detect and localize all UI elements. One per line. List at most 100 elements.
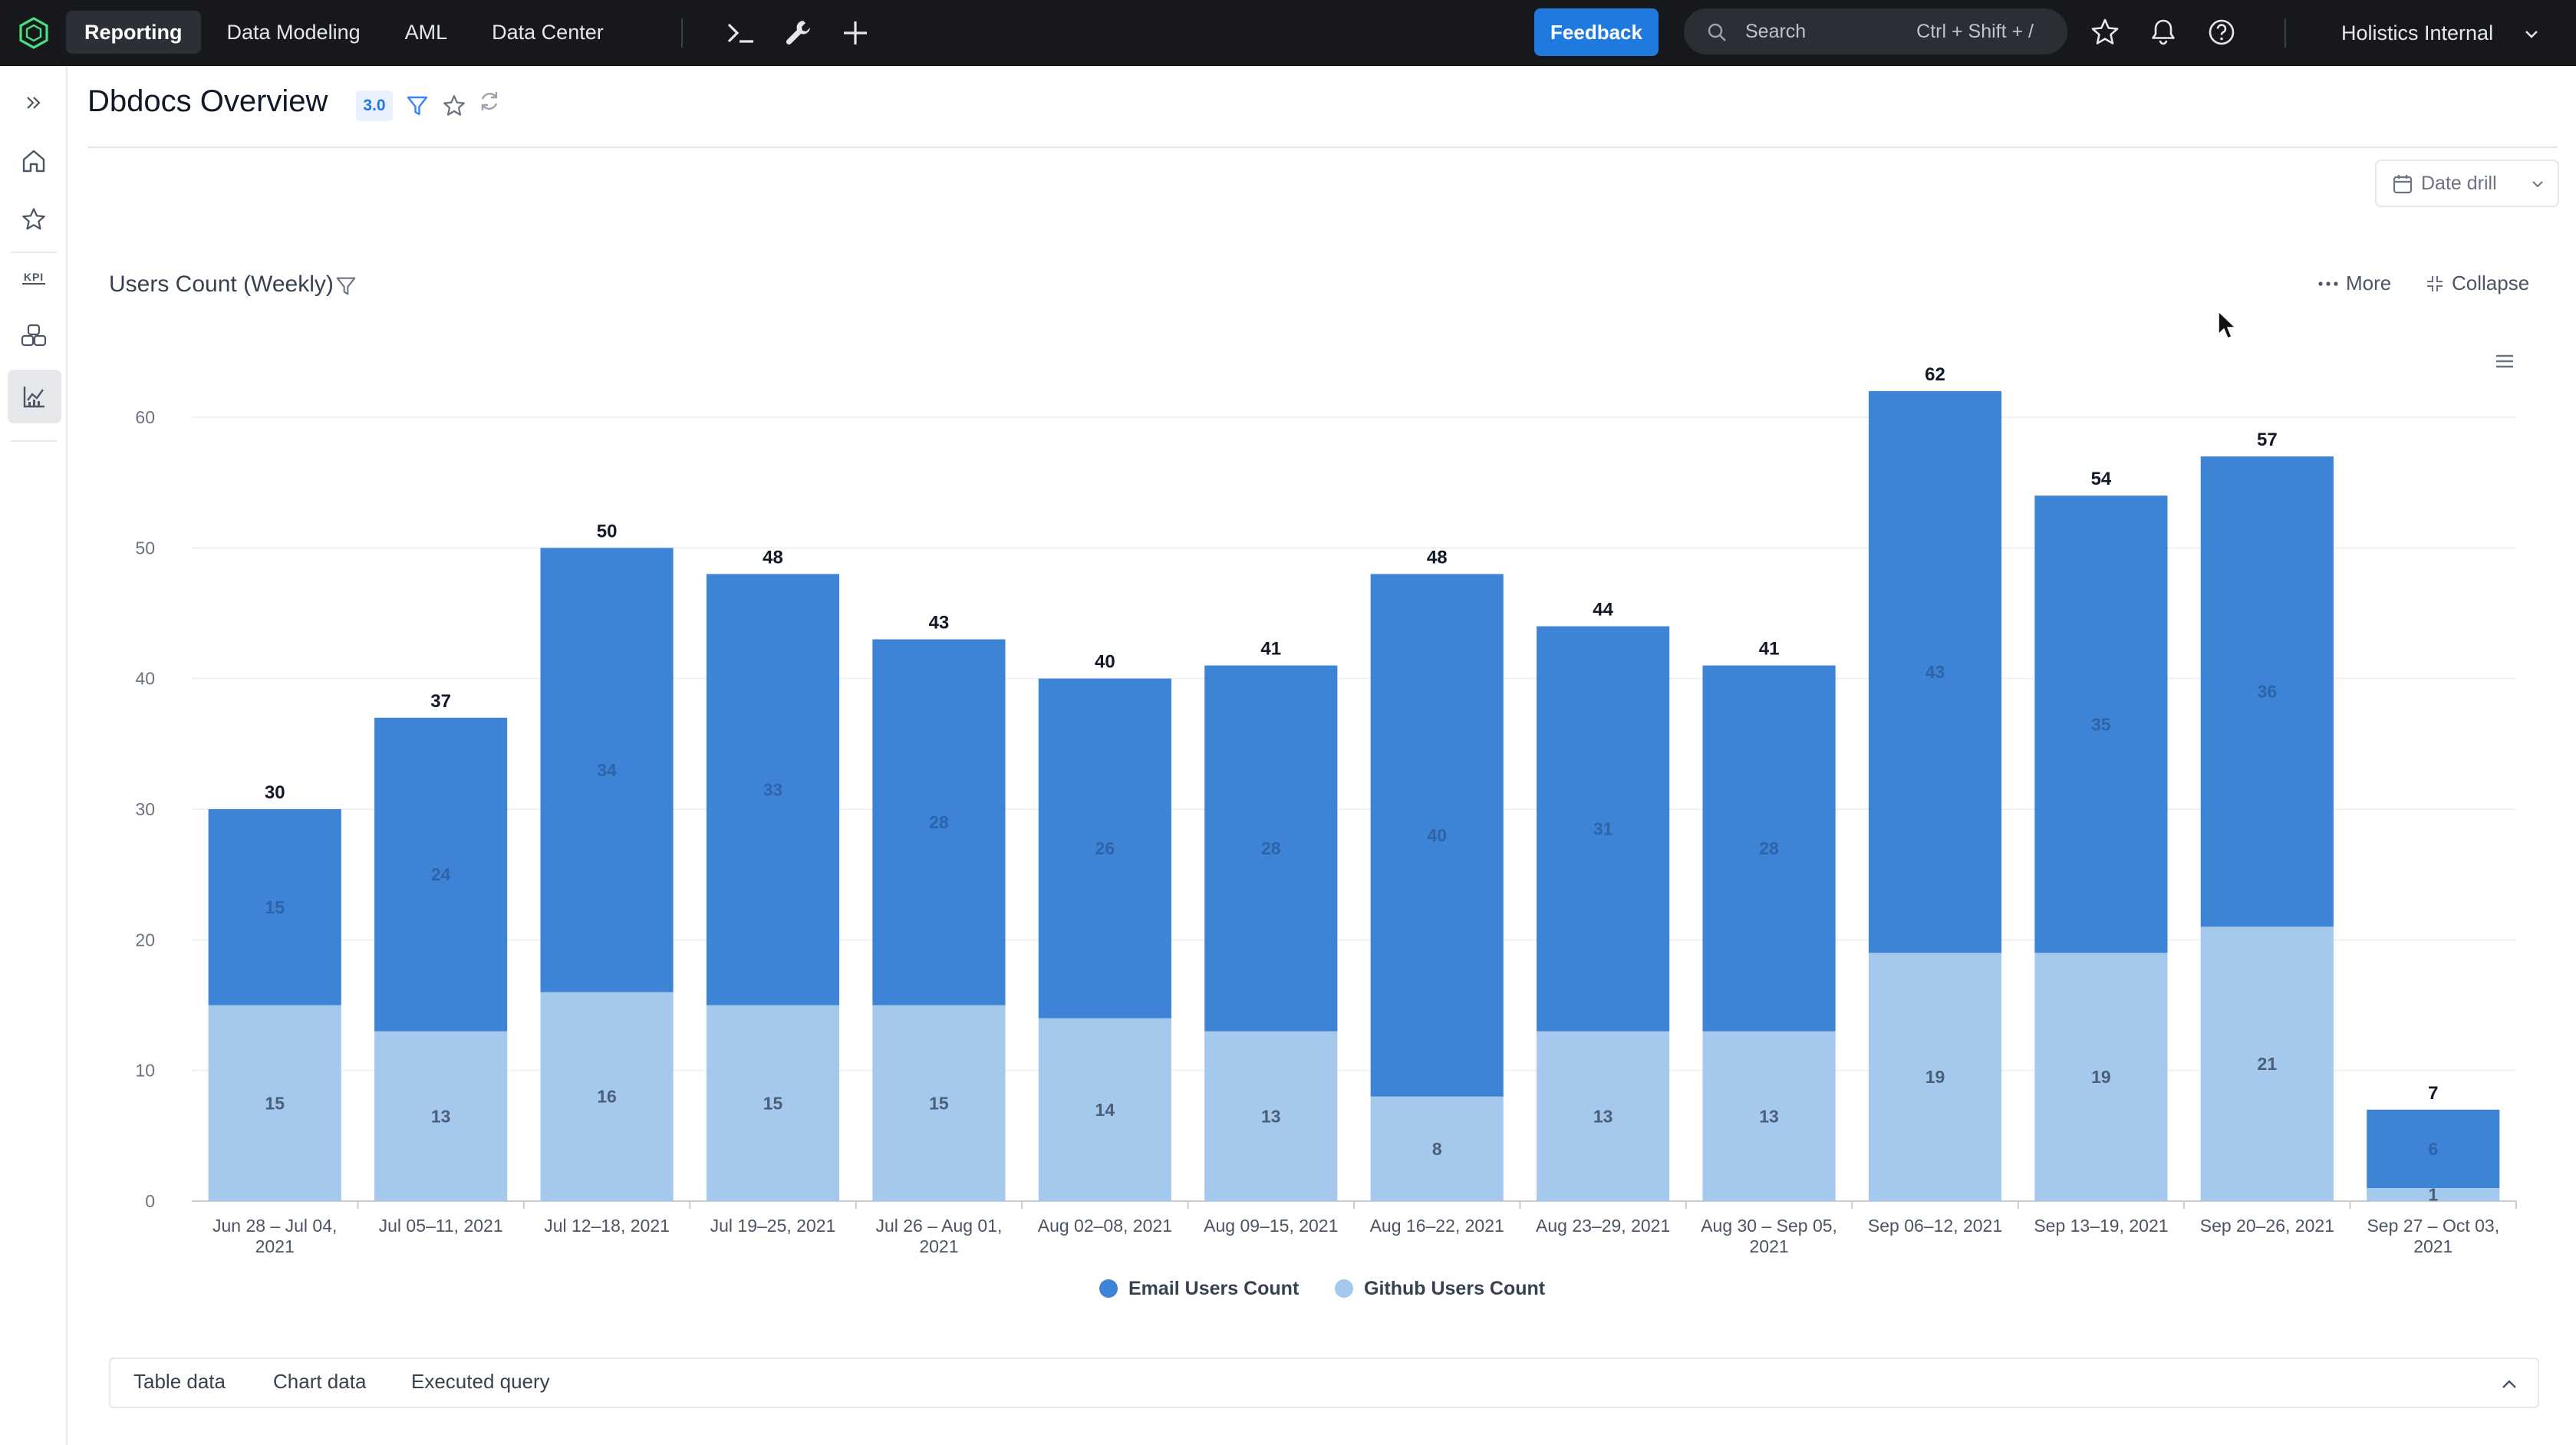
data-label-total: 41: [1759, 639, 1780, 660]
bar-email: [1204, 665, 1338, 1032]
chevron-down-icon[interactable]: [2522, 25, 2541, 43]
version-badge[interactable]: 3.0: [356, 91, 393, 121]
data-label-github: 15: [763, 1093, 783, 1113]
widget-filter-icon[interactable]: [334, 275, 357, 298]
bar-github: [208, 1005, 341, 1201]
data-label-total: 54: [2091, 469, 2112, 489]
data-label-total: 44: [1593, 600, 1613, 620]
data-label-github: 14: [1095, 1100, 1115, 1120]
data-label-email: 31: [1593, 819, 1613, 839]
legend-marker: [1335, 1279, 1353, 1298]
more-dots-icon: [2318, 281, 2338, 286]
data-label-total: 40: [1095, 652, 1115, 673]
data-label-total: 43: [929, 613, 950, 634]
search-input[interactable]: [1745, 8, 1899, 54]
dashboard-canvas: Users Count (Weekly) More Collapse 0 10 20: [69, 221, 2576, 1445]
bar-email: [1537, 626, 1670, 1032]
data-label-email: 28: [1759, 838, 1779, 858]
data-label-github: 8: [1432, 1139, 1442, 1159]
nav-item-data-center[interactable]: Data Center: [492, 21, 604, 44]
data-label-email: 34: [597, 760, 617, 780]
kpi-icon[interactable]: KPI: [17, 261, 51, 295]
data-tabs-bar: Table data Chart data Executed query: [109, 1358, 2539, 1408]
date-drill-dropdown[interactable]: Date drill: [2375, 160, 2559, 207]
home-icon[interactable]: [17, 144, 51, 178]
bar-github: [374, 1031, 508, 1201]
nav-item-reporting[interactable]: Reporting: [66, 11, 201, 54]
y-tick-label: 40: [135, 669, 155, 689]
x-tick-label: Jun 28 – Jul 04,: [212, 1216, 337, 1236]
sidebar-divider: [11, 252, 57, 253]
kpi-label: KPI: [21, 271, 46, 285]
data-label-total: 57: [2257, 430, 2278, 450]
chart-widget: Users Count (Weekly) More Collapse 0 10 20: [69, 221, 2576, 1445]
chevron-up-icon[interactable]: [2499, 1374, 2519, 1394]
data-label-github: 19: [2091, 1067, 2111, 1087]
data-label-github: 15: [265, 1093, 285, 1113]
y-tick-label: 50: [135, 538, 155, 558]
help-icon[interactable]: [2206, 17, 2237, 48]
widget-title: Users Count (Weekly): [109, 272, 334, 297]
bar-github: [872, 1005, 1006, 1201]
x-tick-label: Sep 06–12, 2021: [1868, 1216, 2002, 1236]
left-sidebar: KPI: [0, 66, 68, 1445]
feedback-button[interactable]: Feedback: [1534, 8, 1659, 56]
data-label-github: 19: [1925, 1067, 1945, 1087]
x-tick-label: Sep 27 – Oct 03,: [2367, 1216, 2499, 1236]
terminal-icon[interactable]: [724, 17, 756, 49]
reports-chart-icon[interactable]: [8, 370, 61, 423]
bar-email: [540, 548, 674, 992]
x-tick-label: Sep 13–19, 2021: [2034, 1216, 2168, 1236]
favorite-star-icon[interactable]: [442, 94, 466, 118]
top-navigation-bar: Reporting Data Modeling AML Data Center …: [0, 0, 2576, 66]
y-tick-label: 30: [135, 799, 155, 819]
page-title: Dbdocs Overview: [87, 84, 328, 118]
data-label-email: 40: [1427, 825, 1447, 845]
more-label: More: [2346, 272, 2392, 295]
collapse-button[interactable]: Collapse: [2426, 272, 2529, 295]
calendar-icon: [2393, 175, 2413, 194]
bar-github: [1702, 1031, 1836, 1201]
data-label-email: 24: [431, 864, 451, 884]
filter-icon[interactable]: [405, 94, 430, 118]
wrench-icon[interactable]: [782, 17, 815, 49]
data-label-github: 15: [929, 1093, 949, 1113]
bell-icon[interactable]: [2148, 17, 2179, 48]
bar-email: [872, 639, 1006, 1006]
nav-divider: [2284, 18, 2286, 48]
tab-executed-query[interactable]: Executed query: [411, 1370, 550, 1393]
data-label-email: 6: [2428, 1139, 2438, 1159]
mouse-cursor-icon: [2218, 311, 2236, 339]
holistics-logo-icon[interactable]: [17, 16, 51, 50]
data-label-email: 43: [1925, 662, 1945, 682]
bar-email: [208, 809, 341, 1006]
data-label-github: 13: [1261, 1106, 1281, 1126]
global-search[interactable]: Ctrl + Shift + /: [1684, 8, 2067, 54]
expand-icon[interactable]: [17, 86, 51, 120]
x-tick-label: 2021: [1749, 1236, 1788, 1256]
date-drill-label: Date drill: [2421, 173, 2497, 194]
y-tick-label: 60: [135, 407, 155, 427]
bar-github: [1370, 1096, 1504, 1201]
y-tick-label: 20: [135, 930, 155, 950]
star-icon[interactable]: [2090, 17, 2120, 48]
bar-github: [1868, 953, 2002, 1201]
collapse-icon: [2427, 275, 2443, 291]
data-label-github: 13: [431, 1106, 451, 1126]
nav-item-data-modeling[interactable]: Data Modeling: [226, 21, 361, 44]
data-label-github: 13: [1593, 1106, 1613, 1126]
chart-menu-icon[interactable]: [2493, 350, 2516, 373]
plus-icon[interactable]: [839, 17, 871, 49]
workspace-switcher[interactable]: Holistics Internal: [2341, 21, 2494, 44]
refresh-icon[interactable]: [477, 89, 502, 114]
datasets-icon[interactable]: [17, 319, 51, 353]
data-label-email: 36: [2258, 682, 2278, 702]
tab-table-data[interactable]: Table data: [133, 1370, 226, 1393]
data-label-total: 37: [430, 691, 451, 712]
more-button[interactable]: More: [2318, 272, 2391, 295]
nav-item-aml[interactable]: AML: [404, 21, 448, 44]
tab-chart-data[interactable]: Chart data: [273, 1370, 367, 1393]
data-label-total: 62: [1925, 364, 1945, 385]
favorites-star-icon[interactable]: [17, 202, 51, 236]
